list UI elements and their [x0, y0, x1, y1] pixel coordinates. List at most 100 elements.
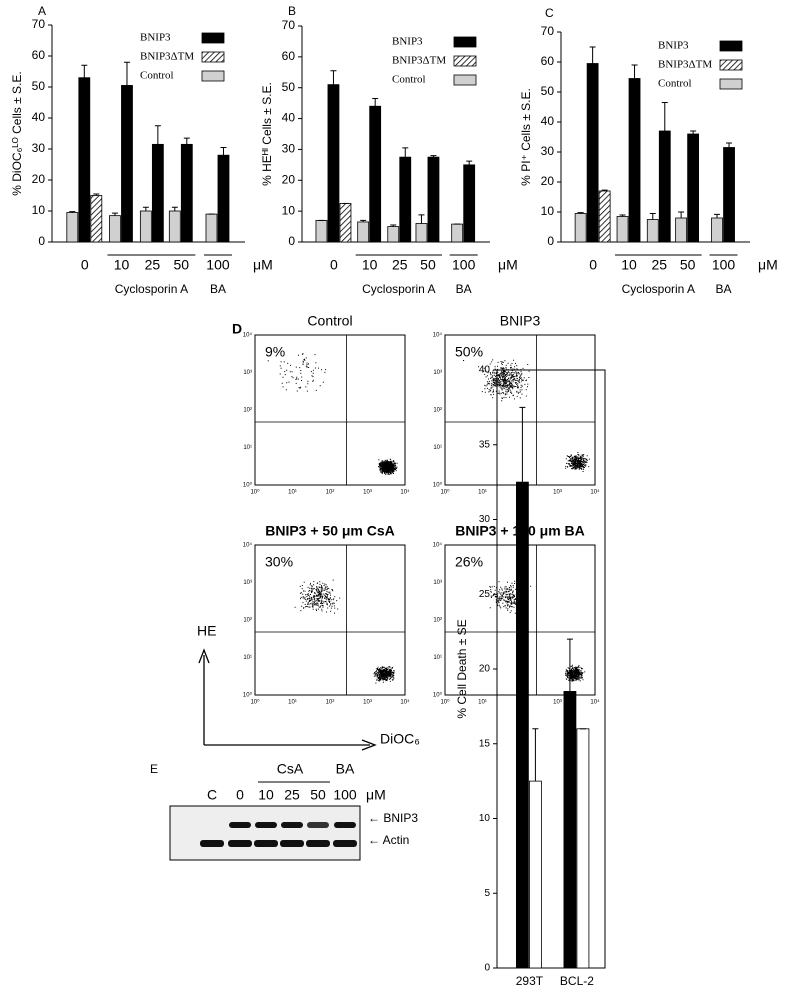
- legend-label: Control: [392, 74, 426, 86]
- tick-label: 10²: [326, 700, 335, 706]
- band: [229, 822, 251, 828]
- panel-label: E: [150, 762, 158, 776]
- bar: [586, 63, 599, 243]
- y-tick-label: 40: [282, 111, 296, 125]
- tick-label: 10⁰: [440, 489, 450, 496]
- x-tick-label: 100: [712, 257, 736, 273]
- tick-label: 10⁰: [433, 692, 443, 699]
- band: [228, 840, 252, 847]
- error-bar: [726, 142, 733, 148]
- group-label: Cyclosporin A: [362, 282, 435, 296]
- y-tick-label: 10: [282, 203, 296, 217]
- x-tick-label: 100: [206, 257, 230, 273]
- tick-label: 10⁴: [243, 542, 253, 549]
- legend-swatch: [719, 78, 743, 90]
- legend-label: BNIP3: [392, 36, 423, 48]
- bar: [327, 84, 340, 243]
- bar: [563, 691, 577, 969]
- band: [333, 840, 357, 847]
- bar: [180, 143, 193, 243]
- tick-label: 10¹: [478, 490, 487, 496]
- y-tick-label: 60: [282, 49, 296, 63]
- cell-dots: [267, 351, 398, 476]
- cell-dots: [294, 579, 395, 684]
- error-bar: [123, 61, 130, 86]
- y-axis-label: % PI⁺ Cells ± S.E.: [519, 88, 533, 186]
- tick-label: 10³: [433, 370, 442, 376]
- label-bg: [263, 344, 293, 360]
- y-tick-label: 70: [282, 18, 296, 32]
- blot-group: CsA: [277, 761, 304, 777]
- error-bar: [111, 212, 118, 216]
- label-bg: [263, 554, 293, 570]
- error-bar: [619, 214, 626, 217]
- band-name: BNIP3: [383, 811, 418, 825]
- tick-label: 10¹: [243, 655, 252, 661]
- tick-label: 10⁴: [243, 332, 253, 339]
- tick-label: 10⁴: [433, 332, 443, 339]
- y-tick-label: 40: [32, 110, 46, 124]
- tick-label: 10⁰: [433, 482, 443, 489]
- error-bar: [532, 728, 539, 782]
- x-tick-label: 50: [174, 257, 190, 273]
- y-tick-label: 5: [484, 888, 490, 899]
- y-tick-label: 50: [32, 79, 46, 93]
- error-bar: [372, 98, 379, 107]
- bar: [205, 213, 218, 243]
- bar: [574, 213, 587, 243]
- error-bar: [154, 125, 161, 145]
- plot-title: BNIP3: [500, 313, 541, 329]
- error-bar: [183, 137, 190, 145]
- y-tick-label: 10: [479, 813, 491, 824]
- legend-swatch: [453, 36, 477, 48]
- band: [280, 840, 304, 847]
- bar: [576, 728, 590, 969]
- error-bar: [402, 147, 409, 158]
- band: [254, 840, 278, 847]
- error-bar: [93, 193, 100, 196]
- y-tick-label: 60: [541, 54, 555, 68]
- bar: [516, 481, 529, 969]
- tick-label: 10²: [326, 490, 335, 496]
- y-tick-label: 30: [282, 142, 296, 156]
- x-tick-label: 10: [621, 257, 637, 273]
- bar: [658, 130, 671, 243]
- legend-label: BNIP3: [140, 32, 171, 44]
- y-tick-label: 0: [288, 234, 295, 248]
- bar: [415, 223, 428, 243]
- band: [307, 822, 329, 828]
- error-bar: [661, 102, 668, 131]
- band: [200, 840, 224, 847]
- y-tick-label: 50: [541, 84, 555, 98]
- lane-label: 0: [236, 787, 244, 803]
- bar: [339, 203, 352, 243]
- lane-label: 10: [258, 787, 274, 803]
- tick-label: 10³: [243, 370, 252, 376]
- error-bar: [220, 146, 227, 156]
- y-tick-label: 20: [32, 172, 46, 186]
- band-name: Actin: [383, 833, 410, 847]
- tick-label: 10¹: [433, 445, 442, 451]
- unit-label: μM: [758, 257, 778, 273]
- y-axis-label: % HEᴴᴵ Cells ± S.E.: [260, 82, 274, 186]
- group-label: Cyclosporin A: [115, 282, 188, 296]
- y-tick-label: 70: [541, 24, 555, 38]
- y-tick-label: 30: [479, 514, 491, 525]
- tick-label: 10⁴: [400, 489, 410, 496]
- group-label: BA: [716, 282, 732, 296]
- x-tick-label: 0: [81, 257, 89, 273]
- group-label: Cyclosporin A: [622, 282, 695, 296]
- error-bar: [577, 212, 584, 214]
- bar: [90, 195, 103, 243]
- bar: [451, 223, 464, 243]
- tick-label: 10⁰: [250, 699, 260, 706]
- bar: [646, 219, 659, 243]
- legend-swatch: [453, 74, 477, 86]
- legend-label: BNIP3ΔTM: [392, 55, 446, 67]
- percent-label: 30%: [265, 554, 293, 570]
- tick-label: 10¹: [288, 490, 297, 496]
- bar: [628, 78, 641, 243]
- bar: [723, 147, 735, 243]
- plot-frame: [254, 334, 406, 486]
- x-tick-label: 0: [330, 257, 338, 273]
